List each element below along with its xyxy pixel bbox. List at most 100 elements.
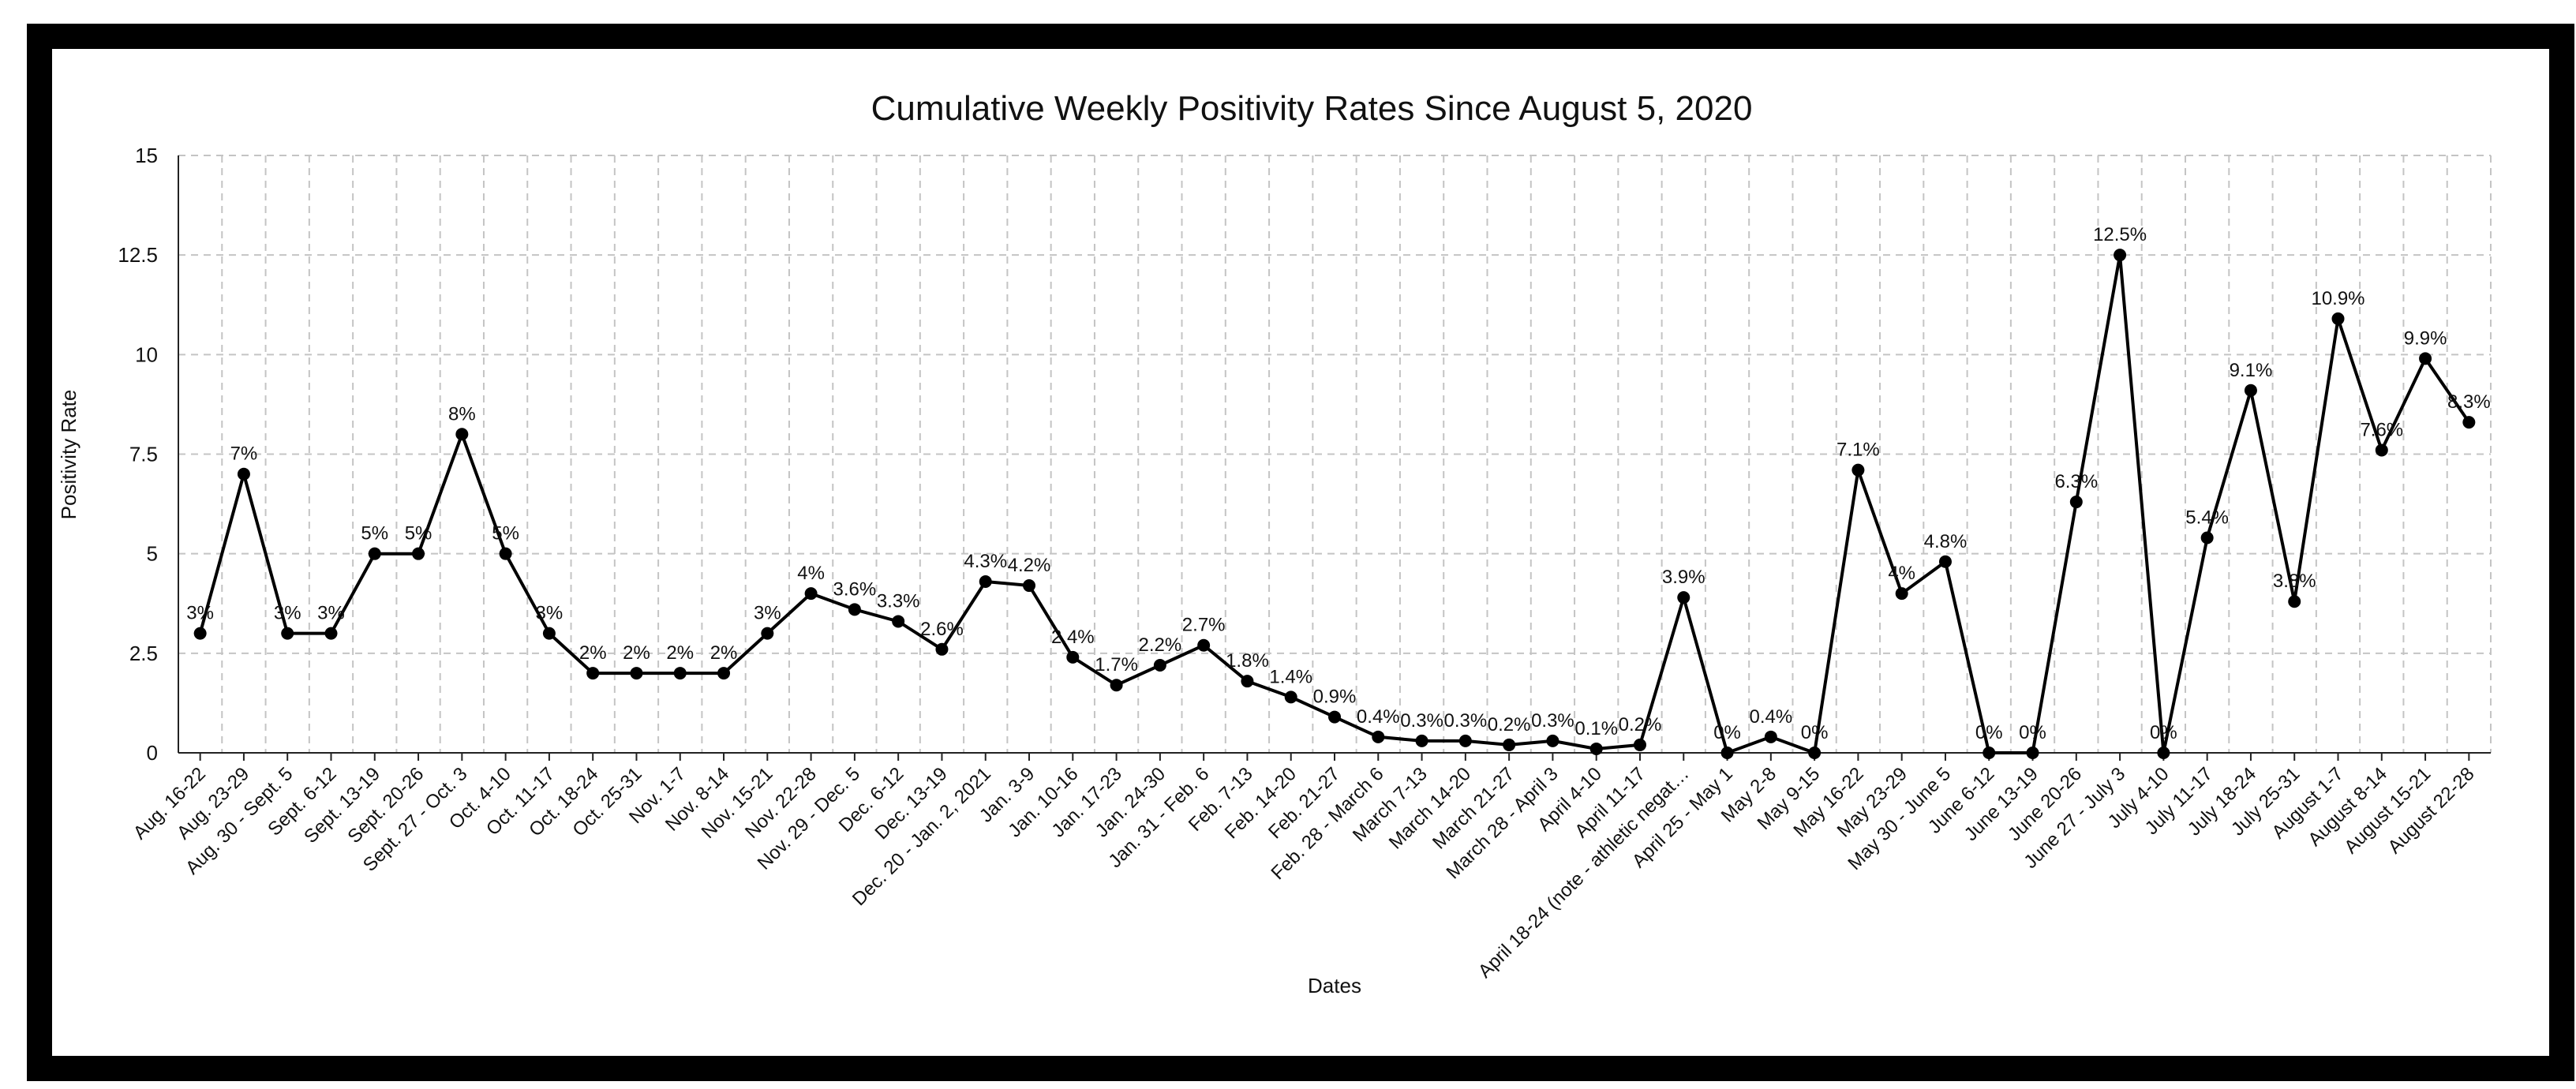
data-label: 0.3% (1443, 710, 1487, 732)
data-label: 0% (2150, 722, 2177, 743)
data-point (2069, 496, 2083, 509)
data-label: 3% (274, 603, 301, 624)
y-tick-label: 2.5 (129, 642, 158, 665)
data-point (2288, 595, 2301, 608)
data-label: 4.3% (964, 551, 1007, 572)
data-label: 5% (361, 523, 388, 544)
data-point (1023, 579, 1036, 593)
data-label: 9.1% (2230, 360, 2273, 381)
data-point (1110, 679, 1123, 692)
series-points (193, 249, 2476, 759)
data-point (761, 627, 774, 640)
data-label: 4% (797, 563, 825, 584)
data-label: 3.3% (877, 590, 920, 612)
data-label: 7.1% (1837, 440, 1880, 461)
data-point (542, 627, 556, 640)
data-label: 8% (448, 403, 476, 425)
data-label: 8.3% (2447, 391, 2491, 413)
data-point (2375, 443, 2388, 457)
data-label: 9.9% (2404, 327, 2447, 349)
data-point (673, 667, 687, 680)
data-label: 0.2% (1619, 714, 1662, 735)
data-point (630, 667, 643, 680)
data-point (892, 615, 905, 628)
data-point (1284, 690, 1297, 704)
y-axis-title: Positivity Rate (57, 390, 80, 520)
data-label: 4.2% (1008, 555, 1051, 576)
data-point (1197, 638, 1211, 652)
data-point (1415, 734, 1428, 747)
data-label: 5.4% (2185, 507, 2229, 528)
y-tick-label: 12.5 (118, 243, 158, 267)
data-point (2419, 352, 2432, 365)
data-point (368, 547, 381, 560)
data-point (1633, 738, 1646, 751)
y-tick-label: 5 (147, 542, 158, 566)
chart-title: Cumulative Weekly Positivity Rates Since… (871, 89, 1753, 128)
data-point (237, 467, 250, 481)
data-label: 3% (536, 603, 564, 624)
data-point (1852, 463, 1865, 477)
data-label: 2% (623, 642, 650, 664)
data-label: 5% (492, 523, 519, 544)
data-label: 1.4% (1269, 666, 1312, 687)
data-label: 3% (754, 603, 781, 624)
data-label: 0.9% (1313, 687, 1357, 708)
data-label: 1.8% (1226, 650, 1269, 672)
data-point (455, 428, 469, 441)
data-point (2244, 384, 2257, 397)
data-label: 3% (186, 603, 214, 624)
data-label: 7.6% (2360, 419, 2403, 440)
data-point (1983, 747, 1996, 759)
data-label: 2.2% (1139, 634, 1182, 656)
data-label: 6.3% (2054, 471, 2098, 492)
data-label: 10.9% (2311, 288, 2364, 309)
data-point (848, 603, 861, 616)
data-label: 7% (230, 443, 258, 465)
data-point (2331, 312, 2345, 325)
data-point (2462, 416, 2476, 429)
data-point (1808, 747, 1822, 759)
data-label: 2.6% (920, 619, 964, 640)
data-point (1328, 710, 1341, 724)
data-label: 0.3% (1531, 710, 1574, 732)
series-path (198, 253, 2471, 754)
data-label: 0% (1801, 722, 1829, 743)
data-label: 0.3% (1400, 710, 1443, 732)
data-point (1895, 587, 1908, 601)
data-point (1938, 555, 1952, 568)
data-point (2026, 747, 2039, 759)
data-label: 3.8% (2273, 571, 2316, 592)
data-label: 2.4% (1051, 627, 1095, 648)
data-label: 3.6% (833, 578, 877, 600)
data-point (2114, 249, 2127, 262)
data-point (412, 547, 425, 560)
data-point (1764, 730, 1777, 743)
data-point (935, 642, 949, 656)
data-label: 3% (317, 603, 345, 624)
data-point (1372, 730, 1385, 743)
data-point (499, 547, 512, 560)
data-point (979, 574, 992, 588)
data-labels: 3%7%3% 3%5% 5%8%5%3%2% 2% 2% 2%3%4%3.6%3.3%2.… (186, 224, 2490, 743)
data-label: 0% (1713, 722, 1741, 743)
data-label: 0.4% (1749, 706, 1792, 728)
data-label: 2.7% (1182, 615, 1226, 636)
y-tick-label: 7.5 (129, 443, 158, 466)
y-tick-label: 15 (135, 144, 158, 167)
data-point (1677, 591, 1690, 604)
data-label: 0.4% (1357, 706, 1400, 728)
data-point (281, 627, 294, 640)
data-label: 0% (2019, 722, 2046, 743)
data-label: 0.2% (1488, 714, 1531, 735)
data-label: 0.1% (1574, 718, 1618, 739)
data-label: 0% (1975, 722, 2003, 743)
data-point (193, 627, 207, 640)
y-tick-label: 10 (135, 342, 158, 366)
data-label: 5% (405, 523, 432, 544)
data-label: 2% (579, 642, 607, 664)
x-axis-title: Dates (1308, 974, 1361, 997)
chart: Cumulative Weekly Positivity Rates Since… (57, 89, 2492, 997)
data-point (1153, 658, 1166, 672)
